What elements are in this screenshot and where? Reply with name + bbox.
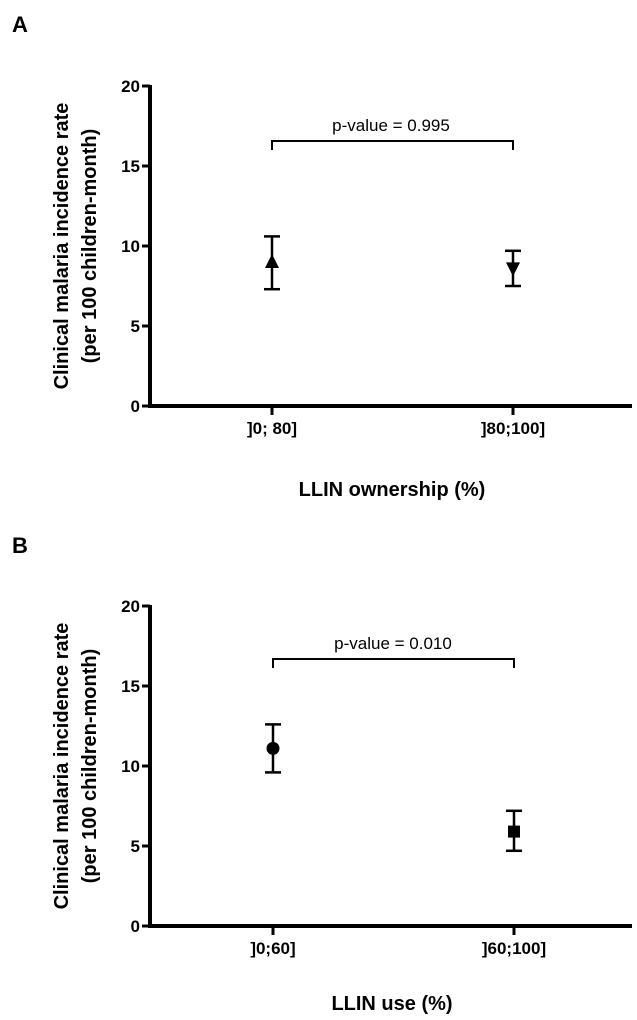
- p-value-annotation: p-value = 0.995: [332, 116, 450, 135]
- p-value-bracket: [273, 659, 514, 668]
- y-axis-label-line1: Clinical malaria incidence rate: [51, 103, 73, 390]
- panel-a: A Clinical malaria incidence rate (per 1…: [12, 12, 632, 501]
- x-axis-label: LLIN use (%): [331, 993, 452, 1015]
- x-axis-label: LLIN ownership (%): [299, 479, 486, 501]
- y-axis-label-line2: (per 100 children-month): [79, 649, 101, 883]
- data-point-marker: [267, 742, 280, 755]
- y-tick-label: 0: [131, 397, 140, 416]
- y-tick-label: 10: [121, 757, 140, 776]
- y-tick-label: 5: [131, 317, 140, 336]
- data-point-marker: [506, 262, 520, 276]
- y-tick-label: 5: [131, 837, 140, 856]
- p-value-bracket: [272, 141, 513, 150]
- panel-b: B Clinical malaria incidence rate (per 1…: [12, 533, 632, 1015]
- x-tick-label: ]0;60]: [250, 939, 295, 958]
- y-tick-label: 20: [121, 597, 140, 616]
- x-tick-label: ]0; 80]: [247, 419, 297, 438]
- panel-letter: A: [12, 12, 28, 37]
- panel-letter: B: [12, 533, 28, 558]
- y-tick-label: 15: [121, 157, 140, 176]
- x-tick-label: ]80;100]: [481, 419, 545, 438]
- p-value-annotation: p-value = 0.010: [334, 634, 452, 653]
- x-tick-label: ]60;100]: [482, 939, 546, 958]
- y-axis-label-line1: Clinical malaria incidence rate: [51, 623, 73, 910]
- y-tick-label: 10: [121, 237, 140, 256]
- data-point-marker: [265, 254, 279, 268]
- y-tick-label: 20: [121, 77, 140, 96]
- y-axis-label-line2: (per 100 children-month): [79, 129, 101, 363]
- data-point-marker: [508, 826, 520, 838]
- y-tick-label: 0: [131, 917, 140, 936]
- y-tick-label: 15: [121, 677, 140, 696]
